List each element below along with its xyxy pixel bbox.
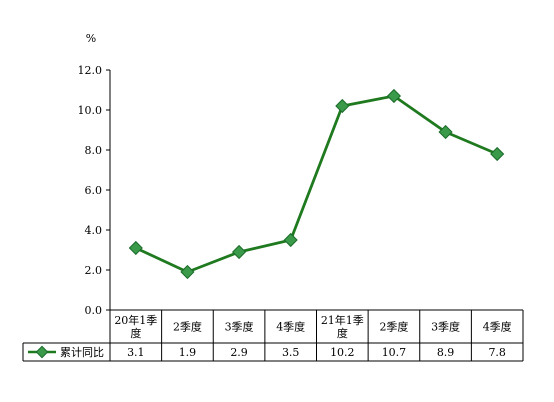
legend-marker-swatch: [35, 345, 49, 359]
x-category-label: 度: [337, 326, 348, 340]
data-table-value: 10.7: [382, 346, 407, 359]
data-table-value: 3.5: [282, 346, 300, 359]
x-category-label: 2季度: [173, 320, 202, 334]
data-table-value: 1.9: [179, 346, 197, 359]
data-point-marker: [283, 232, 298, 248]
axes: [106, 69, 111, 311]
y-tick-labels: 0.0 2.0 4.0 6.0 8.0 10.0 12.0: [78, 64, 103, 317]
y-tick-label: 2.0: [85, 264, 103, 277]
data-table-value: 2.9: [230, 346, 248, 359]
y-tick-label: 0.0: [85, 304, 103, 317]
data-point-marker: [490, 146, 505, 162]
x-category-label: 3季度: [431, 320, 460, 334]
x-category-label: 21年1季: [321, 313, 364, 327]
data-table-value: 10.2: [330, 346, 355, 359]
y-tick-label: 4.0: [85, 224, 103, 237]
data-point-marker: [438, 124, 453, 140]
data-table-value: 7.8: [488, 346, 506, 359]
y-tick-label: 12.0: [78, 64, 103, 77]
data-point-marker: [231, 244, 247, 260]
data-point-marker: [180, 264, 195, 280]
y-tick-label: 8.0: [85, 144, 103, 157]
series-line: [135, 94, 498, 274]
x-category-label: 4季度: [276, 320, 305, 334]
y-unit-label: %: [86, 32, 96, 45]
data-point-marker: [335, 98, 350, 114]
x-category-label: 3季度: [225, 320, 254, 334]
data-point-marker: [386, 88, 402, 104]
x-category-label: 2季度: [379, 320, 408, 334]
data-point-marker: [128, 240, 143, 256]
x-category-label: 4季度: [483, 320, 512, 334]
x-category-label: 度: [130, 326, 141, 340]
series-line-group: [128, 88, 505, 280]
data-table-value: 8.9: [437, 346, 455, 359]
data-table-value: 3.1: [127, 346, 145, 359]
legend-series-name: 累计同比: [60, 346, 104, 359]
x-category-label: 20年1季: [114, 313, 157, 327]
y-tick-label: 10.0: [78, 104, 103, 117]
y-tick-label: 6.0: [85, 184, 103, 197]
